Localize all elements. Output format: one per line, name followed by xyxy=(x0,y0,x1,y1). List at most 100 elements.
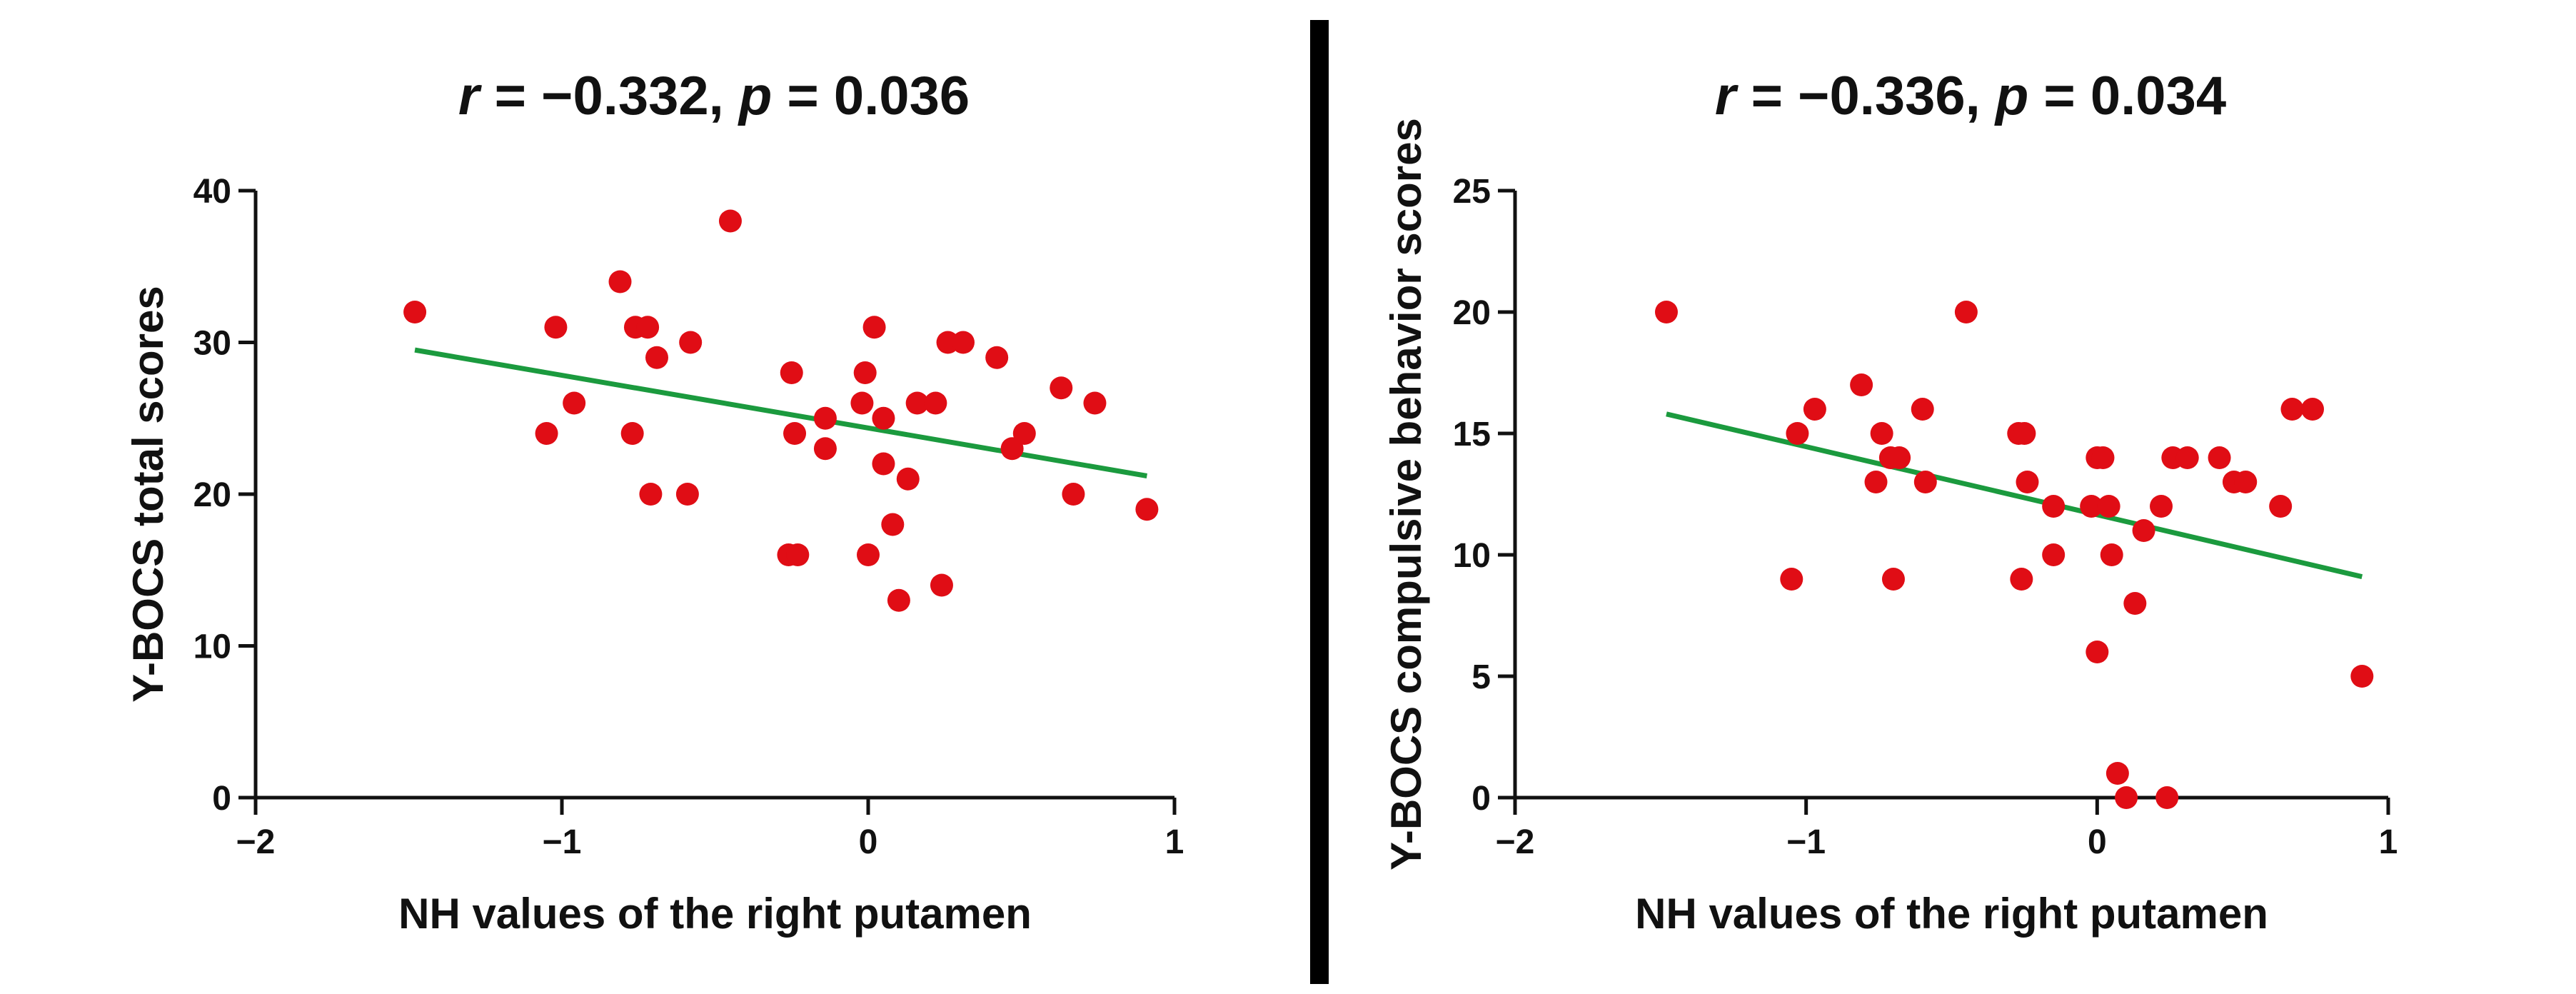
data-point xyxy=(813,437,837,461)
data-point xyxy=(2042,543,2066,566)
data-point xyxy=(1062,483,1085,506)
data-point xyxy=(2301,398,2325,421)
y-tick-label: 5 xyxy=(1471,658,1491,696)
y-tick-label: 15 xyxy=(1453,416,1491,453)
data-point xyxy=(2269,495,2293,518)
x-axis-label: NH values of the right putamen xyxy=(1635,890,2268,938)
data-point xyxy=(1870,422,1893,445)
regression-line xyxy=(414,347,1147,478)
title-p-symbol: p xyxy=(1994,66,2028,126)
y-tick-label: 0 xyxy=(1471,780,1491,818)
data-point xyxy=(2010,568,2033,591)
y-axis-label: Y-BOCS compulsive behavior scores xyxy=(1382,118,1430,870)
title-p-symbol: p xyxy=(738,66,772,126)
y-tick-label: 25 xyxy=(1453,173,1491,211)
data-point xyxy=(2132,519,2155,542)
data-point xyxy=(645,346,668,369)
data-point xyxy=(2097,495,2120,518)
data-point xyxy=(2175,446,2199,469)
data-point xyxy=(2208,446,2231,469)
data-point xyxy=(2234,471,2258,493)
panel-divider xyxy=(1310,20,1329,984)
data-point xyxy=(620,422,644,445)
data-point xyxy=(2086,641,2109,663)
data-point xyxy=(857,543,880,566)
data-point xyxy=(853,361,877,384)
data-point xyxy=(1012,422,1036,445)
data-point xyxy=(2115,786,2138,809)
data-point xyxy=(718,209,742,233)
x-tick-label: 1 xyxy=(2379,823,2398,861)
data-point xyxy=(2123,592,2147,615)
data-point xyxy=(1954,301,1978,323)
x-axis-label: NH values of the right putamen xyxy=(398,890,1032,938)
regression-line xyxy=(1666,411,2363,580)
data-point xyxy=(1786,422,1809,445)
data-point xyxy=(1881,568,1905,591)
data-point xyxy=(544,316,568,339)
data-point xyxy=(2042,495,2066,518)
data-point xyxy=(636,316,660,339)
title-r-symbol: r xyxy=(1715,66,1739,126)
data-point xyxy=(924,391,947,415)
data-point xyxy=(2080,495,2103,518)
data-point xyxy=(608,270,632,293)
data-point xyxy=(1083,391,1107,415)
data-point xyxy=(2013,422,2036,445)
data-point xyxy=(813,406,837,430)
data-point xyxy=(2350,665,2374,688)
x-tick-label: −2 xyxy=(236,823,276,861)
title-p-value: = 0.036 xyxy=(772,66,970,126)
data-point xyxy=(896,467,920,491)
title-r-value: = −0.332, xyxy=(479,66,738,126)
data-point xyxy=(535,422,558,445)
data-point xyxy=(1050,376,1073,400)
x-tick-label: −1 xyxy=(1786,823,1826,861)
x-tick-label: 0 xyxy=(859,823,878,861)
y-tick-label: 10 xyxy=(193,628,231,666)
chart-title: r = −0.336, p = 0.034 xyxy=(1715,66,2226,126)
data-point xyxy=(2280,398,2304,421)
y-tick-label: 0 xyxy=(212,780,231,818)
data-point xyxy=(679,331,703,354)
y-tick-label: 30 xyxy=(193,325,231,363)
data-point xyxy=(951,331,975,354)
data-point xyxy=(403,301,427,323)
title-p-value: = 0.034 xyxy=(2028,66,2226,126)
y-tick-label: 40 xyxy=(193,173,231,211)
data-point xyxy=(2155,786,2179,809)
data-point xyxy=(639,483,663,506)
data-point xyxy=(1911,398,1934,421)
y-axis-label: Y-BOCS total scores xyxy=(124,286,172,703)
data-point xyxy=(786,543,810,566)
data-point xyxy=(675,483,699,506)
data-point xyxy=(2100,543,2123,566)
data-point xyxy=(1864,471,1888,493)
data-point xyxy=(1850,373,1873,396)
data-point xyxy=(881,513,905,536)
data-point xyxy=(2016,471,2039,493)
x-tick-label: −2 xyxy=(1496,823,1535,861)
data-point xyxy=(1780,568,1803,591)
data-point xyxy=(1913,471,1937,493)
data-point xyxy=(1654,301,1678,323)
data-point xyxy=(862,316,886,339)
data-point xyxy=(872,452,895,476)
x-tick-label: 0 xyxy=(2088,823,2107,861)
data-point xyxy=(1803,398,1826,421)
chart-total-scores: r = −0.332, p = 0.036 0 10 20 30 40 −2 −1 0 1 NH v… xyxy=(124,66,1184,938)
data-point xyxy=(780,361,803,384)
data-point xyxy=(872,406,895,430)
data-point xyxy=(2105,762,2129,785)
data-point xyxy=(1000,437,1024,461)
data-point xyxy=(783,422,807,445)
data-point xyxy=(2091,446,2115,469)
data-point xyxy=(905,391,929,415)
chart-title: r = −0.332, p = 0.036 xyxy=(458,66,970,126)
x-tick-label: −1 xyxy=(543,823,582,861)
title-r-value: = −0.336, xyxy=(1736,66,1995,126)
data-point xyxy=(563,391,586,415)
data-point xyxy=(2150,495,2173,518)
